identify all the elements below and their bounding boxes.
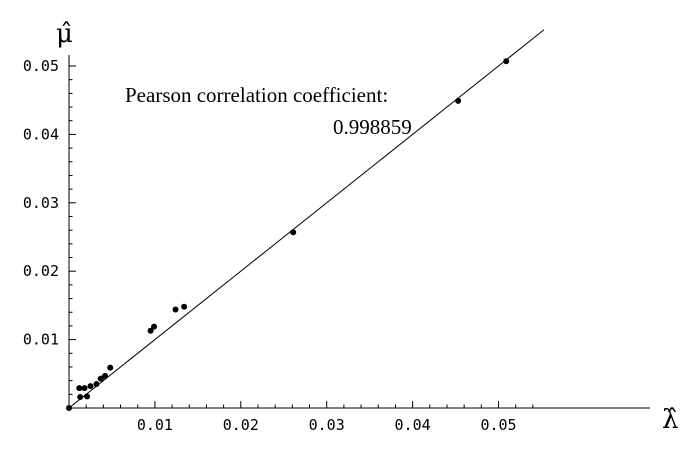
data-point [97, 375, 104, 382]
x-tick-label: 0.02 [223, 416, 259, 434]
points-layer [66, 58, 510, 411]
data-point [172, 306, 179, 313]
data-point [151, 323, 158, 330]
x-axis-label: λ̂ [662, 405, 678, 435]
data-point [181, 303, 188, 310]
x-tick-label: 0.05 [480, 416, 516, 434]
y-tick-label: 0.01 [23, 331, 59, 349]
data-point [455, 97, 462, 104]
y-tick-label: 0.02 [23, 262, 59, 280]
labels-layer: Pearson correlation coefficient: 0.99885… [56, 19, 678, 435]
y-axis-label: μ̂ [56, 19, 73, 49]
data-point [77, 394, 84, 401]
data-point [102, 372, 109, 379]
data-point [84, 393, 91, 400]
data-point [290, 229, 297, 236]
data-point [107, 364, 114, 371]
data-point [66, 405, 72, 411]
y-tick-label: 0.05 [23, 57, 59, 75]
annotation-value: 0.998859 [333, 115, 412, 139]
data-point [87, 383, 94, 390]
data-point [81, 385, 88, 392]
reference-line [68, 29, 545, 409]
y-tick-label: 0.03 [23, 194, 59, 212]
y-tick-label: 0.04 [23, 125, 59, 143]
data-point [93, 381, 100, 388]
reference-line-layer [68, 29, 545, 409]
x-tick-label: 0.04 [395, 416, 431, 434]
x-tick-label: 0.03 [309, 416, 345, 434]
data-point [147, 327, 154, 334]
axes: 0.01 0.02 0.03 0.04 0.05 0.01 0.02 0.03 0.04 0.05 [23, 55, 650, 434]
annotation-label: Pearson correlation coefficient: [125, 83, 388, 107]
data-point [76, 385, 83, 392]
x-tick-label: 0.01 [137, 416, 173, 434]
data-point [503, 58, 510, 65]
